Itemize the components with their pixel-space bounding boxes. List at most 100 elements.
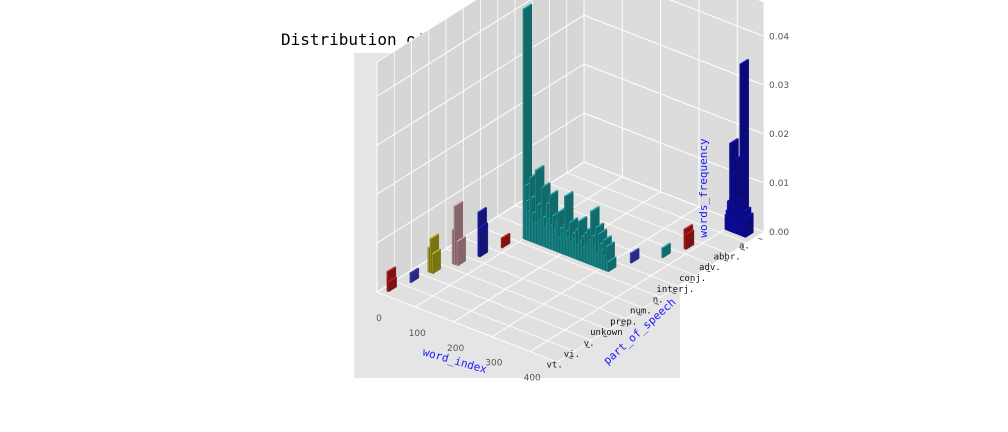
bar-side-face	[479, 222, 489, 258]
x-tick-label: 0	[376, 314, 382, 324]
z-gridline	[376, 0, 765, 97]
bar-top-face	[629, 248, 640, 254]
bar-front-face	[585, 243, 588, 264]
bar-front-face	[567, 236, 569, 257]
bar-front-face	[524, 185, 526, 241]
bar-top-face	[548, 189, 559, 196]
bar-top-face	[500, 232, 511, 239]
bar-front-face	[568, 222, 571, 258]
bar-front-face	[739, 63, 742, 237]
bar-front-face	[587, 229, 589, 265]
category-tick-label: adv.	[699, 263, 721, 273]
bar-front-face	[593, 246, 595, 267]
bar-n	[606, 256, 617, 273]
bar-front-face	[574, 229, 577, 260]
bar-front-face	[629, 252, 632, 264]
bar-interj	[629, 248, 640, 264]
bar-top-face	[606, 256, 617, 263]
bar-front-face	[541, 186, 543, 247]
bar-front-face	[548, 194, 551, 250]
bar-front-face	[579, 240, 582, 262]
bar-front-face	[536, 204, 539, 245]
bar-top-face	[661, 242, 671, 249]
bar-front-face	[431, 253, 434, 275]
bar-top-face	[743, 212, 754, 219]
bar-front-face	[580, 236, 583, 263]
bar-top-face	[597, 228, 608, 235]
bar-top-face	[577, 215, 588, 222]
bar-front-face	[539, 210, 542, 246]
bar-top-face	[594, 222, 605, 229]
z-gridline	[376, 63, 765, 195]
bar-front-face	[744, 217, 746, 238]
bar-front-face	[584, 232, 586, 264]
bar-front-face	[550, 224, 552, 251]
bar-front-face	[599, 243, 601, 270]
bar-front-face	[542, 216, 545, 248]
bar-front-face	[522, 8, 525, 240]
bar-front-face	[565, 230, 568, 257]
bar-front-face	[591, 235, 594, 267]
category-tick-mark	[568, 357, 573, 359]
bar-num	[500, 232, 511, 249]
bar-front-face	[453, 205, 456, 266]
category-tick-mark	[758, 238, 763, 240]
bar-top-face	[387, 276, 398, 283]
bar-front-face	[606, 261, 609, 273]
bar-front-face	[545, 203, 548, 249]
bar-top-face	[453, 200, 464, 207]
bar-front-face	[559, 228, 562, 254]
bar-front-face	[570, 242, 572, 258]
bar-top-face	[477, 207, 488, 213]
z-tick-label: 0.00	[769, 228, 789, 238]
category-tick-mark	[706, 270, 711, 273]
bar-front-face	[387, 281, 390, 293]
bar-prep	[478, 222, 489, 258]
bar-front-face	[684, 234, 687, 250]
category-tick-mark	[585, 346, 590, 349]
bar-front-face	[661, 247, 664, 259]
bar-front-face	[576, 244, 578, 261]
bar-front-face	[427, 247, 430, 273]
bar-front-face	[553, 230, 555, 252]
x-tick-label: 400	[524, 374, 541, 384]
bar-front-face	[527, 210, 529, 242]
bar-front-face	[547, 218, 549, 249]
bar-front-face	[557, 237, 560, 254]
bar-top-face	[409, 267, 420, 274]
bar-front-face	[571, 233, 574, 259]
bar-front-face	[605, 246, 608, 272]
bar-top-face	[605, 241, 616, 248]
bar-front-face	[478, 226, 481, 258]
bar-top-face	[563, 190, 574, 197]
category-tick-label: vt.	[546, 361, 562, 371]
category-tick-mark	[672, 292, 677, 294]
bar-top-face	[540, 182, 551, 188]
bar-top-face	[589, 206, 600, 212]
bar-top-face	[602, 235, 612, 241]
z-gridline	[376, 14, 765, 146]
category-tick-mark	[741, 248, 746, 251]
z-gridline	[376, 112, 765, 244]
bar-top-face	[534, 164, 545, 171]
bar-top-face	[386, 266, 397, 273]
bar-top-face	[739, 58, 750, 65]
bar-front-face	[525, 200, 528, 241]
bar-front-face	[561, 233, 563, 255]
category-tick-label: vi.	[564, 350, 580, 360]
bar-top-face	[456, 236, 467, 242]
bar-front-face	[500, 237, 503, 249]
category-tick-mark	[603, 335, 608, 338]
bar-front-face	[600, 249, 603, 270]
bar-top-face	[429, 233, 440, 240]
bar-front-face	[429, 238, 432, 274]
bar-front-face	[533, 223, 536, 244]
category-tick-label: prep.	[610, 317, 637, 327]
bar-vt	[387, 276, 398, 293]
bar-top-face	[431, 248, 442, 255]
bar-front-face	[562, 224, 565, 255]
bar-front-face	[577, 220, 580, 261]
bar-top-face	[568, 217, 579, 223]
category-tick-label: unkown	[590, 328, 623, 338]
